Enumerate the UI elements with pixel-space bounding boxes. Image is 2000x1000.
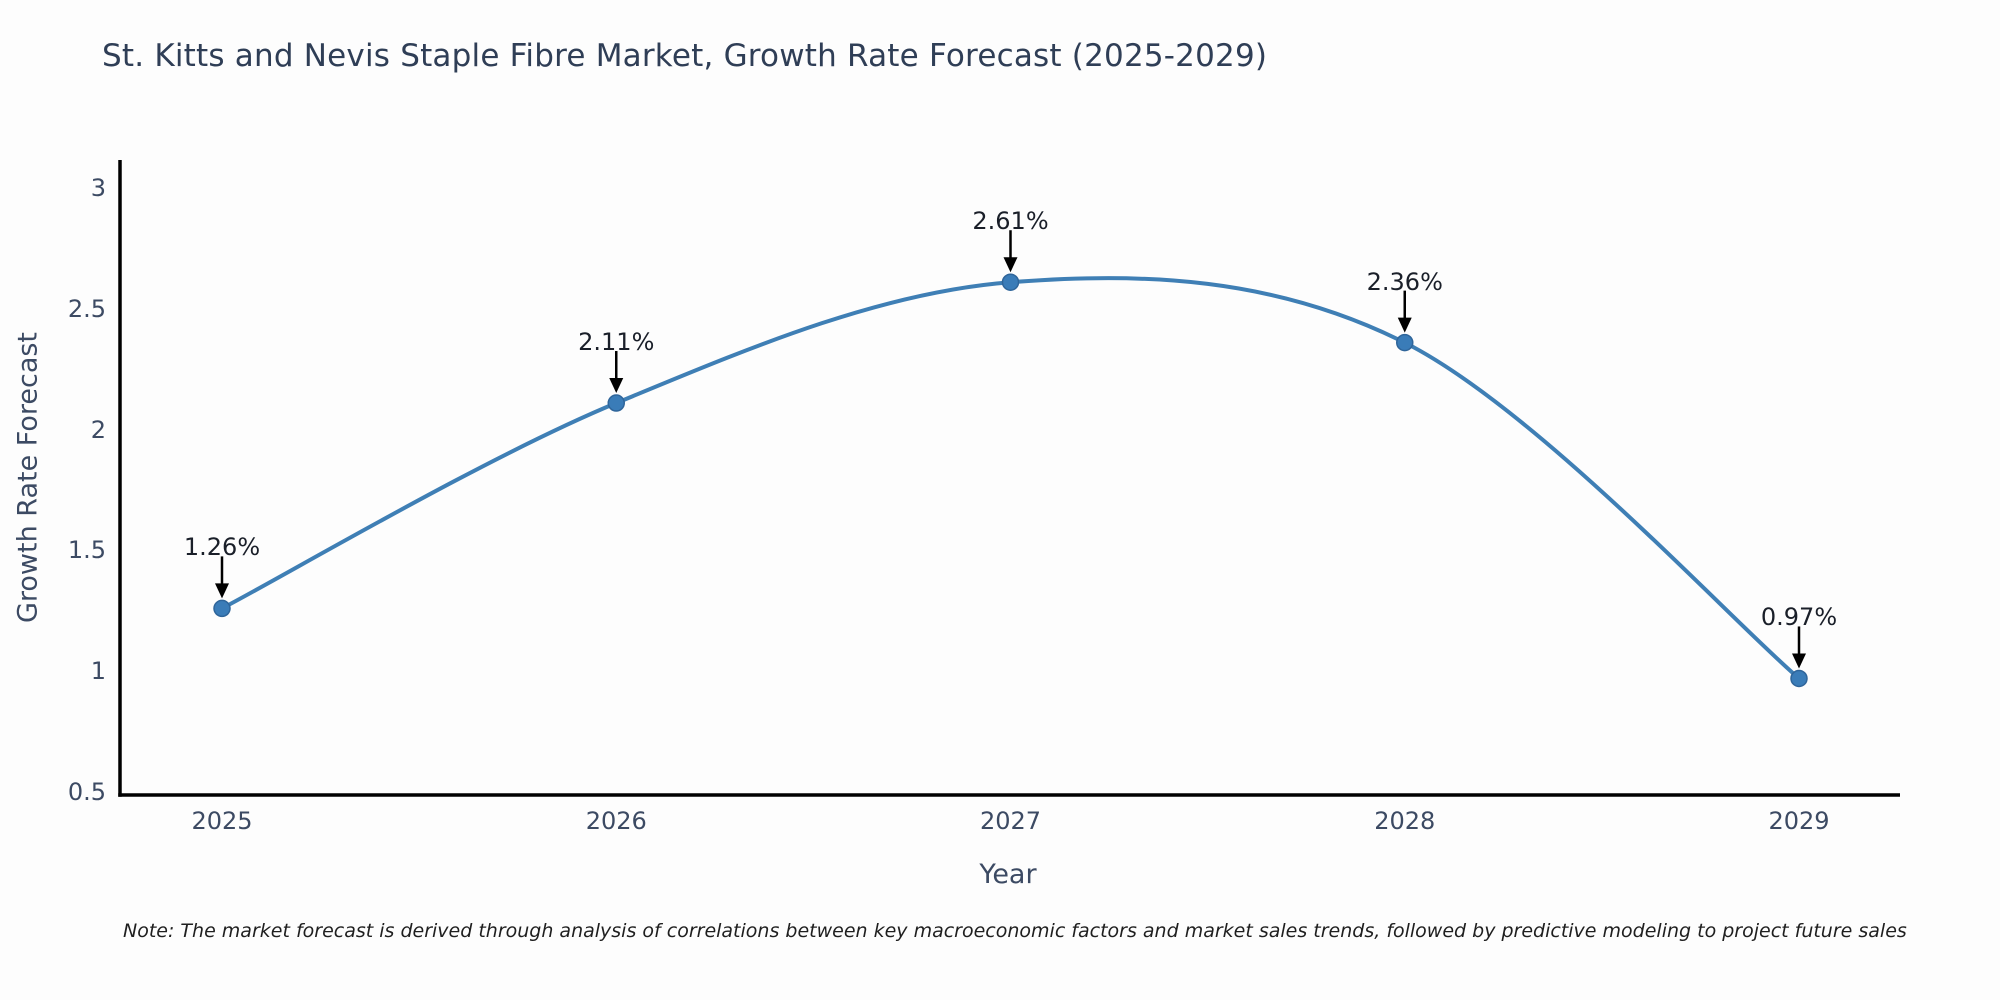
x-tick-label: 2026 [585,807,647,835]
y-axis-title: Growth Rate Forecast [12,331,44,624]
annotation-arrow-head [609,378,624,394]
y-tick-label: 2 [90,415,106,444]
data-point-marker [1790,669,1808,688]
data-point-marker [607,394,625,412]
data-point-value-label: 2.11% [578,328,655,357]
annotation-arrow-head [1003,257,1018,273]
x-tick-label: 2025 [191,807,253,835]
y-tick-label: 3 [90,174,106,202]
chart-title: St. Kitts and Nevis Staple Fibre Market,… [102,38,1268,74]
y-tick-label: 2.5 [67,294,106,323]
y-tick-label: 0.5 [67,778,106,806]
data-point-marker [213,599,231,618]
y-tick-label: 1 [90,657,106,686]
footnote-text: Note: The market forecast is derived thr… [123,920,1907,942]
x-tick-label: 2028 [1374,807,1436,835]
trend-line [221,276,1801,680]
data-point-value-label: 2.61% [972,207,1049,236]
data-point-value-label: 1.26% [183,533,261,562]
annotation-arrow-head [215,583,229,599]
annotation-arrow-head [1397,317,1412,333]
x-tick-label: 2027 [979,807,1042,835]
data-point-marker [1001,273,1020,291]
data-point-value-label: 2.36% [1366,267,1443,296]
data-point-marker [1396,333,1414,352]
data-point-value-label: 0.97% [1760,603,1838,632]
x-axis-title: Year [979,859,1037,890]
x-tick-label: 2029 [1768,807,1830,835]
annotation-arrow-head [1792,653,1806,669]
y-tick-label: 1.5 [67,536,106,565]
